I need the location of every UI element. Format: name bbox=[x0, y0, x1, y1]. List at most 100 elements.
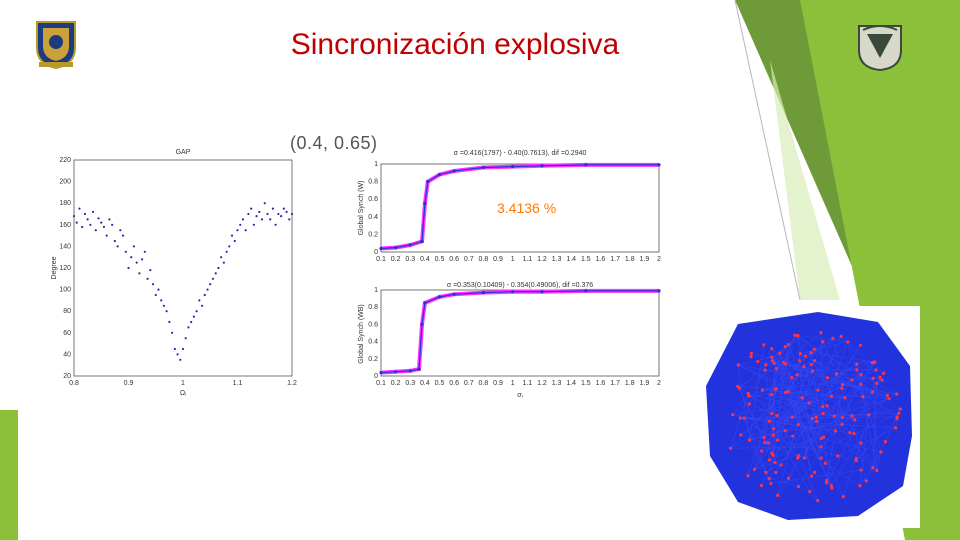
scatter-point bbox=[247, 212, 250, 216]
x-tick-label: 1.5 bbox=[581, 380, 591, 387]
network-node bbox=[746, 474, 750, 478]
x-tick-label: 0.6 bbox=[449, 380, 459, 387]
network-edge bbox=[765, 362, 874, 366]
thin-grey-line bbox=[734, 0, 801, 301]
x-tick-label: 1.2 bbox=[537, 380, 547, 387]
network-node bbox=[875, 468, 879, 473]
network-edge bbox=[798, 455, 818, 501]
x-tick-label: 1.9 bbox=[640, 256, 650, 263]
scatter-point bbox=[217, 266, 220, 270]
network-edge bbox=[771, 394, 853, 417]
network-node bbox=[846, 340, 850, 344]
network-edge bbox=[744, 412, 899, 419]
network-node bbox=[736, 363, 740, 367]
network-node bbox=[769, 393, 774, 397]
network-edge bbox=[820, 332, 824, 407]
network-node bbox=[736, 384, 740, 389]
network-node bbox=[810, 416, 814, 421]
x-tick-label: 1 bbox=[181, 380, 185, 387]
y-tick-label: 140 bbox=[59, 243, 71, 250]
network-edge bbox=[732, 393, 749, 415]
x-tick-label: 1 bbox=[511, 256, 515, 263]
network-edge bbox=[797, 335, 878, 471]
network-edge bbox=[744, 416, 898, 419]
network-edge bbox=[777, 360, 815, 496]
network-edge bbox=[749, 344, 764, 441]
scatter-point bbox=[102, 225, 106, 229]
network-edge bbox=[738, 356, 772, 366]
y-tick-label: 0 bbox=[374, 249, 378, 256]
sync-point bbox=[540, 290, 544, 294]
sync-panel-bottom: σ =0.353(0.10409) - 0.354(0.49006), dif … bbox=[358, 282, 661, 399]
scatter-point bbox=[239, 223, 242, 226]
network-node bbox=[894, 392, 899, 396]
y-tick-label: 1 bbox=[374, 287, 378, 294]
network-node bbox=[822, 435, 826, 439]
scatter-point bbox=[190, 320, 193, 324]
scatter-point bbox=[97, 217, 100, 220]
network-node bbox=[840, 382, 845, 387]
y-tick-label: 20 bbox=[63, 373, 71, 380]
network-node bbox=[759, 483, 764, 488]
network-node bbox=[870, 361, 874, 365]
x-axis-label: σᵢ bbox=[517, 392, 522, 399]
scatter-point bbox=[105, 234, 108, 237]
network-node bbox=[835, 372, 839, 376]
scatter-point bbox=[280, 215, 283, 218]
x-tick-label: 0.3 bbox=[405, 380, 415, 387]
network-node bbox=[773, 460, 777, 465]
network-node bbox=[767, 476, 771, 481]
plot-frame bbox=[73, 159, 293, 377]
network-node bbox=[812, 359, 817, 363]
scatter-point bbox=[225, 250, 228, 253]
network-edge bbox=[771, 348, 855, 421]
network-node bbox=[873, 360, 877, 364]
network-node bbox=[803, 354, 808, 358]
network-node bbox=[796, 484, 801, 489]
network-edge bbox=[738, 364, 750, 441]
network-edge bbox=[776, 368, 877, 371]
network-edge bbox=[847, 341, 884, 374]
network-edge bbox=[797, 335, 888, 396]
network-edge bbox=[866, 412, 900, 482]
network-edge bbox=[772, 360, 789, 392]
y-tick-label: 1 bbox=[374, 161, 378, 168]
network-node bbox=[749, 355, 753, 359]
network-edge bbox=[872, 378, 878, 471]
university-seal-logo bbox=[36, 21, 76, 70]
network-edge bbox=[776, 368, 832, 486]
network-node bbox=[786, 476, 791, 480]
network-node bbox=[752, 467, 757, 471]
network-node bbox=[887, 397, 891, 401]
network-node bbox=[867, 413, 871, 417]
x-tick-label: 1.3 bbox=[552, 256, 562, 263]
network-node bbox=[776, 493, 780, 498]
network-node bbox=[810, 369, 814, 373]
network-node bbox=[859, 468, 863, 472]
network-node bbox=[783, 429, 787, 433]
y-tick-label: 0.2 bbox=[368, 356, 378, 363]
network-edge bbox=[804, 341, 849, 459]
y-axis-label: Degree bbox=[51, 256, 58, 279]
network-node bbox=[843, 396, 847, 400]
network-node bbox=[747, 438, 752, 442]
network-edge bbox=[859, 451, 882, 486]
network-node bbox=[878, 375, 882, 380]
network-node bbox=[739, 433, 743, 437]
network-edge bbox=[747, 335, 796, 476]
network-edge bbox=[761, 438, 822, 452]
scatter-point bbox=[168, 320, 171, 324]
network-node bbox=[786, 389, 790, 394]
network-edge bbox=[771, 348, 832, 397]
network-edge bbox=[843, 414, 870, 497]
x-tick-label: 1.5 bbox=[581, 256, 591, 263]
sync-point bbox=[511, 165, 515, 169]
x-tick-label: 1.3 bbox=[552, 380, 562, 387]
network-edge bbox=[814, 360, 898, 418]
network-node bbox=[823, 461, 827, 465]
network-node bbox=[885, 393, 890, 398]
network-node bbox=[840, 415, 845, 419]
scatter-point bbox=[151, 283, 155, 286]
network-node bbox=[790, 376, 794, 380]
scatter-point bbox=[143, 250, 146, 253]
